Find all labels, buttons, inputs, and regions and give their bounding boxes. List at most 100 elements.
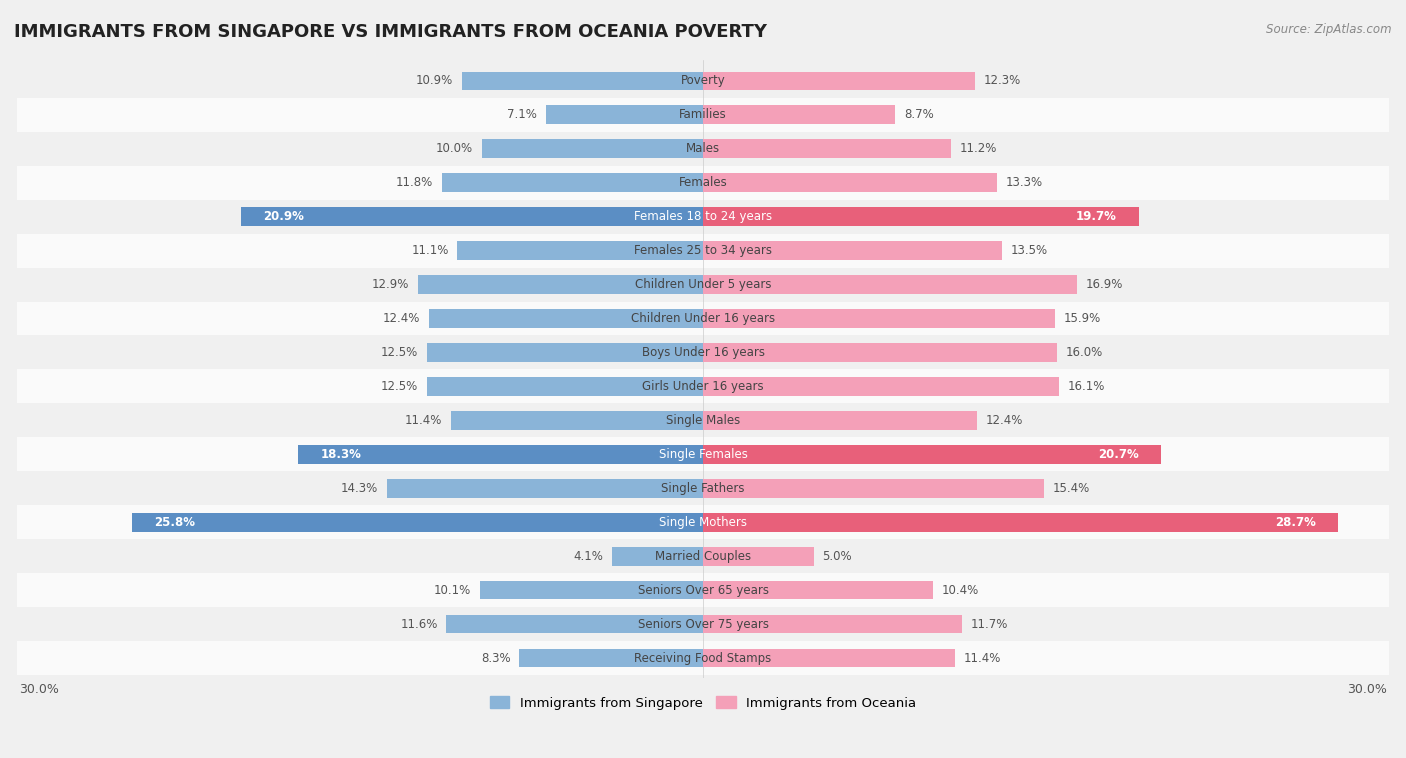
Text: 12.4%: 12.4% [382,312,420,325]
Bar [298,445,703,464]
Bar [703,139,950,158]
Bar [426,377,703,396]
Bar [17,607,1389,641]
Bar [17,233,1389,268]
Text: 19.7%: 19.7% [1076,210,1116,223]
Bar [546,105,703,124]
Bar [703,445,1161,464]
Text: Boys Under 16 years: Boys Under 16 years [641,346,765,359]
Bar [703,105,896,124]
Bar [703,377,1059,396]
Bar [17,539,1389,573]
Text: Children Under 16 years: Children Under 16 years [631,312,775,325]
Text: 14.3%: 14.3% [340,482,378,495]
Text: 5.0%: 5.0% [823,550,852,562]
Text: 13.5%: 13.5% [1011,244,1047,257]
Text: 16.9%: 16.9% [1085,278,1123,291]
Text: 11.4%: 11.4% [965,652,1001,665]
Bar [703,309,1054,328]
Text: 7.1%: 7.1% [508,108,537,121]
Bar [17,403,1389,437]
Text: 20.7%: 20.7% [1098,448,1139,461]
Bar [703,275,1077,294]
Bar [703,411,977,430]
Bar [519,649,703,667]
Text: Single Fathers: Single Fathers [661,482,745,495]
Bar [17,336,1389,369]
Text: 16.1%: 16.1% [1069,380,1105,393]
Text: Males: Males [686,143,720,155]
Text: 11.4%: 11.4% [405,414,441,427]
Bar [703,581,934,600]
Text: 11.1%: 11.1% [412,244,449,257]
Text: 10.9%: 10.9% [416,74,453,87]
Bar [17,64,1389,98]
Bar [17,506,1389,539]
Text: 4.1%: 4.1% [574,550,603,562]
Text: 12.5%: 12.5% [381,380,418,393]
Bar [457,241,703,260]
Text: 12.4%: 12.4% [986,414,1024,427]
Bar [613,547,703,565]
Bar [703,513,1337,531]
Text: Children Under 5 years: Children Under 5 years [634,278,772,291]
Bar [387,479,703,497]
Text: 18.3%: 18.3% [321,448,361,461]
Text: Receiving Food Stamps: Receiving Food Stamps [634,652,772,665]
Bar [17,268,1389,302]
Text: Females: Females [679,176,727,190]
Bar [482,139,703,158]
Text: 20.9%: 20.9% [263,210,304,223]
Text: 12.5%: 12.5% [381,346,418,359]
Text: Families: Families [679,108,727,121]
Bar [703,649,955,667]
Text: Females 18 to 24 years: Females 18 to 24 years [634,210,772,223]
Bar [703,615,962,634]
Text: Girls Under 16 years: Girls Under 16 years [643,380,763,393]
Bar [240,208,703,226]
Text: Single Mothers: Single Mothers [659,515,747,529]
Bar [441,174,703,192]
Text: Source: ZipAtlas.com: Source: ZipAtlas.com [1267,23,1392,36]
Bar [703,241,1001,260]
Text: 8.7%: 8.7% [904,108,934,121]
Bar [703,71,974,90]
Text: Single Females: Single Females [658,448,748,461]
Text: 11.6%: 11.6% [401,618,437,631]
Text: 15.9%: 15.9% [1063,312,1101,325]
Text: 15.4%: 15.4% [1053,482,1090,495]
Bar [17,641,1389,675]
Bar [17,369,1389,403]
Text: IMMIGRANTS FROM SINGAPORE VS IMMIGRANTS FROM OCEANIA POVERTY: IMMIGRANTS FROM SINGAPORE VS IMMIGRANTS … [14,23,768,41]
Bar [17,199,1389,233]
Bar [703,547,814,565]
Text: 16.0%: 16.0% [1066,346,1102,359]
Text: 28.7%: 28.7% [1275,515,1316,529]
Bar [447,615,703,634]
Bar [17,437,1389,471]
Text: 25.8%: 25.8% [155,515,195,529]
Legend: Immigrants from Singapore, Immigrants from Oceania: Immigrants from Singapore, Immigrants fr… [484,691,922,715]
Text: Married Couples: Married Couples [655,550,751,562]
Bar [17,471,1389,506]
Text: Single Males: Single Males [666,414,740,427]
Bar [703,174,997,192]
Bar [703,343,1057,362]
Text: 11.7%: 11.7% [970,618,1008,631]
Text: 12.9%: 12.9% [371,278,409,291]
Text: 10.1%: 10.1% [433,584,471,597]
Bar [479,581,703,600]
Text: 13.3%: 13.3% [1007,176,1043,190]
Bar [429,309,703,328]
Text: Seniors Over 65 years: Seniors Over 65 years [637,584,769,597]
Bar [426,343,703,362]
Text: 12.3%: 12.3% [984,74,1021,87]
Bar [703,208,1139,226]
Bar [17,132,1389,166]
Bar [17,98,1389,132]
Text: 10.0%: 10.0% [436,143,472,155]
Text: 10.4%: 10.4% [942,584,979,597]
Text: Poverty: Poverty [681,74,725,87]
Bar [17,573,1389,607]
Bar [132,513,703,531]
